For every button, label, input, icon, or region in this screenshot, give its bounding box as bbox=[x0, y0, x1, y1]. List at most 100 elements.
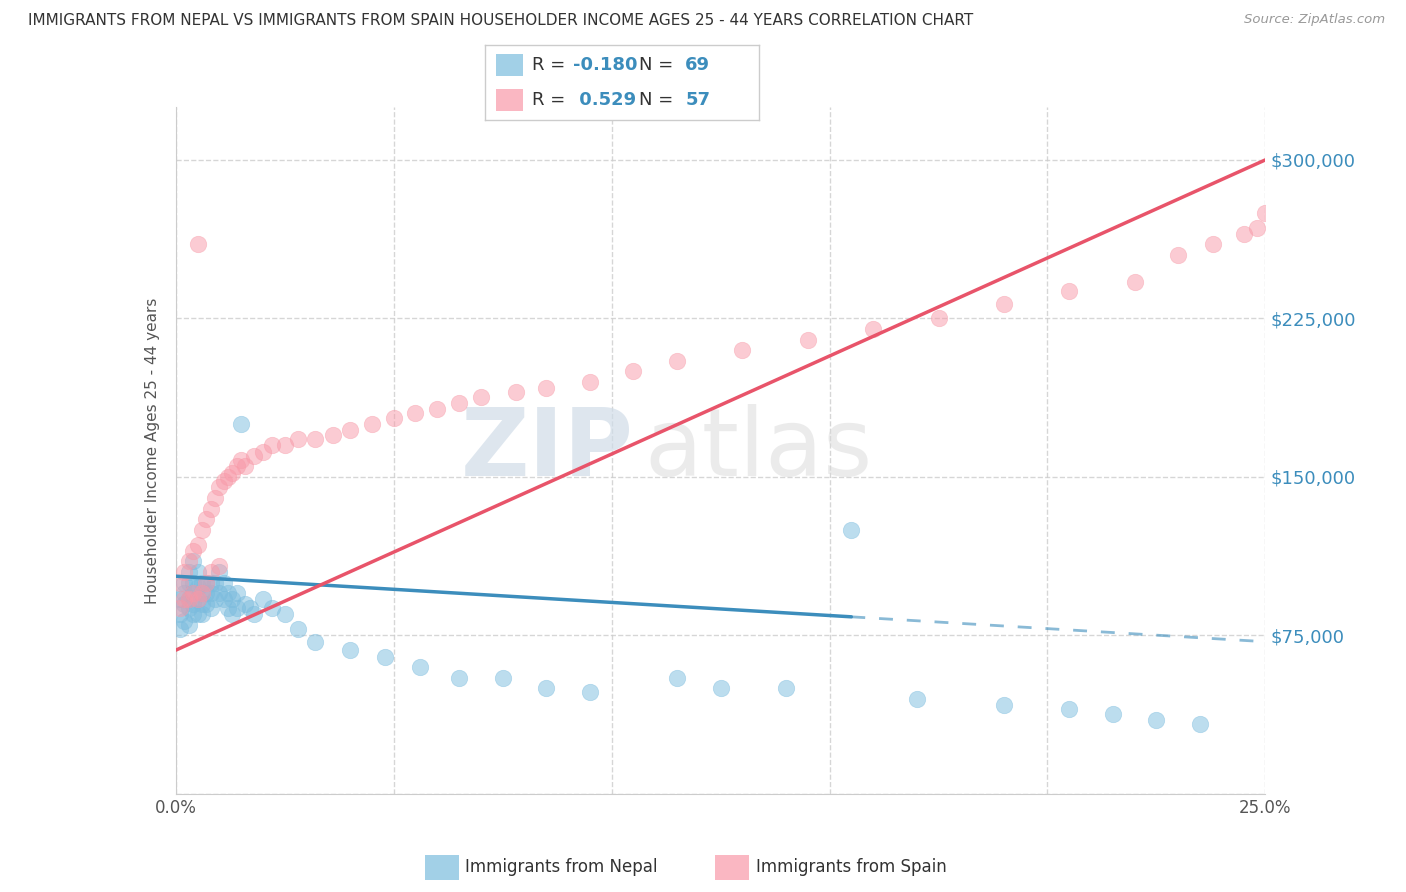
Point bbox=[235, 597, 257, 611]
Point bbox=[1202, 237, 1225, 252]
Point bbox=[239, 601, 262, 615]
Point bbox=[191, 523, 214, 537]
Point bbox=[200, 586, 222, 600]
Point bbox=[217, 601, 239, 615]
Point bbox=[322, 427, 344, 442]
Point bbox=[204, 592, 226, 607]
Point bbox=[177, 592, 200, 607]
Point bbox=[225, 586, 247, 600]
Point bbox=[186, 565, 209, 579]
Point bbox=[1102, 706, 1125, 721]
Point bbox=[204, 491, 226, 505]
Point bbox=[191, 575, 214, 590]
Point bbox=[208, 480, 231, 494]
Bar bbox=[496, 88, 523, 112]
Point bbox=[841, 523, 863, 537]
Point bbox=[200, 565, 222, 579]
Point bbox=[195, 575, 218, 590]
Point bbox=[181, 554, 204, 568]
Point bbox=[208, 586, 231, 600]
Bar bbox=[496, 54, 523, 77]
Point bbox=[447, 671, 470, 685]
Point bbox=[186, 580, 209, 594]
Point bbox=[200, 601, 222, 615]
Point bbox=[534, 381, 557, 395]
Point bbox=[195, 597, 218, 611]
Point bbox=[208, 558, 231, 573]
Point bbox=[470, 390, 492, 404]
Point bbox=[579, 685, 602, 699]
Point bbox=[666, 353, 689, 368]
Bar bbox=[425, 855, 458, 880]
Point bbox=[243, 607, 266, 622]
Point bbox=[231, 417, 253, 431]
Point bbox=[274, 607, 297, 622]
Point bbox=[447, 396, 470, 410]
Point bbox=[796, 333, 818, 347]
Text: atlas: atlas bbox=[644, 404, 873, 497]
Point bbox=[1232, 227, 1256, 241]
Point bbox=[217, 470, 239, 484]
Point bbox=[221, 607, 243, 622]
Point bbox=[169, 601, 191, 615]
Point bbox=[177, 554, 200, 568]
Point bbox=[181, 607, 204, 622]
Point bbox=[200, 575, 222, 590]
Point bbox=[177, 575, 200, 590]
Point bbox=[195, 575, 218, 590]
Point bbox=[186, 592, 209, 607]
Point bbox=[304, 634, 326, 648]
Point bbox=[204, 575, 226, 590]
Y-axis label: Householder Income Ages 25 - 44 years: Householder Income Ages 25 - 44 years bbox=[145, 297, 160, 604]
Point bbox=[225, 601, 247, 615]
Point bbox=[173, 575, 195, 590]
Point bbox=[928, 311, 950, 326]
Point bbox=[173, 586, 195, 600]
Text: N =: N = bbox=[638, 91, 673, 109]
Text: IMMIGRANTS FROM NEPAL VS IMMIGRANTS FROM SPAIN HOUSEHOLDER INCOME AGES 25 - 44 Y: IMMIGRANTS FROM NEPAL VS IMMIGRANTS FROM… bbox=[28, 13, 973, 29]
Point bbox=[212, 474, 235, 488]
Point bbox=[177, 592, 200, 607]
Point bbox=[1144, 713, 1167, 727]
Point bbox=[191, 586, 214, 600]
Point bbox=[339, 643, 361, 657]
Point bbox=[1167, 248, 1189, 262]
Point bbox=[181, 586, 204, 600]
Text: R =: R = bbox=[531, 56, 571, 74]
Point bbox=[173, 597, 195, 611]
Point bbox=[243, 449, 266, 463]
Point bbox=[212, 575, 235, 590]
Point bbox=[231, 453, 253, 467]
Text: R =: R = bbox=[531, 91, 571, 109]
Point bbox=[621, 364, 644, 378]
Bar bbox=[716, 855, 749, 880]
Point bbox=[169, 622, 191, 636]
Point bbox=[186, 607, 209, 622]
Text: ZIP: ZIP bbox=[461, 404, 633, 497]
Point bbox=[409, 660, 432, 674]
Point bbox=[492, 671, 515, 685]
Text: 57: 57 bbox=[685, 91, 710, 109]
Point bbox=[1246, 220, 1268, 235]
Point bbox=[382, 410, 405, 425]
Text: Source: ZipAtlas.com: Source: ZipAtlas.com bbox=[1244, 13, 1385, 27]
Text: 0.529: 0.529 bbox=[572, 91, 636, 109]
Point bbox=[993, 698, 1015, 712]
Point bbox=[191, 586, 214, 600]
Point bbox=[534, 681, 557, 696]
Point bbox=[287, 622, 309, 636]
Point bbox=[710, 681, 733, 696]
Point bbox=[1189, 717, 1212, 731]
Point bbox=[374, 649, 396, 664]
Point bbox=[287, 432, 309, 446]
Point bbox=[195, 586, 218, 600]
Point bbox=[217, 586, 239, 600]
Point bbox=[339, 423, 361, 437]
Point bbox=[905, 691, 928, 706]
Point bbox=[177, 565, 200, 579]
Point bbox=[360, 417, 382, 431]
Point bbox=[169, 607, 191, 622]
Point bbox=[225, 459, 247, 474]
Text: Immigrants from Nepal: Immigrants from Nepal bbox=[465, 858, 658, 877]
Point bbox=[579, 375, 602, 389]
